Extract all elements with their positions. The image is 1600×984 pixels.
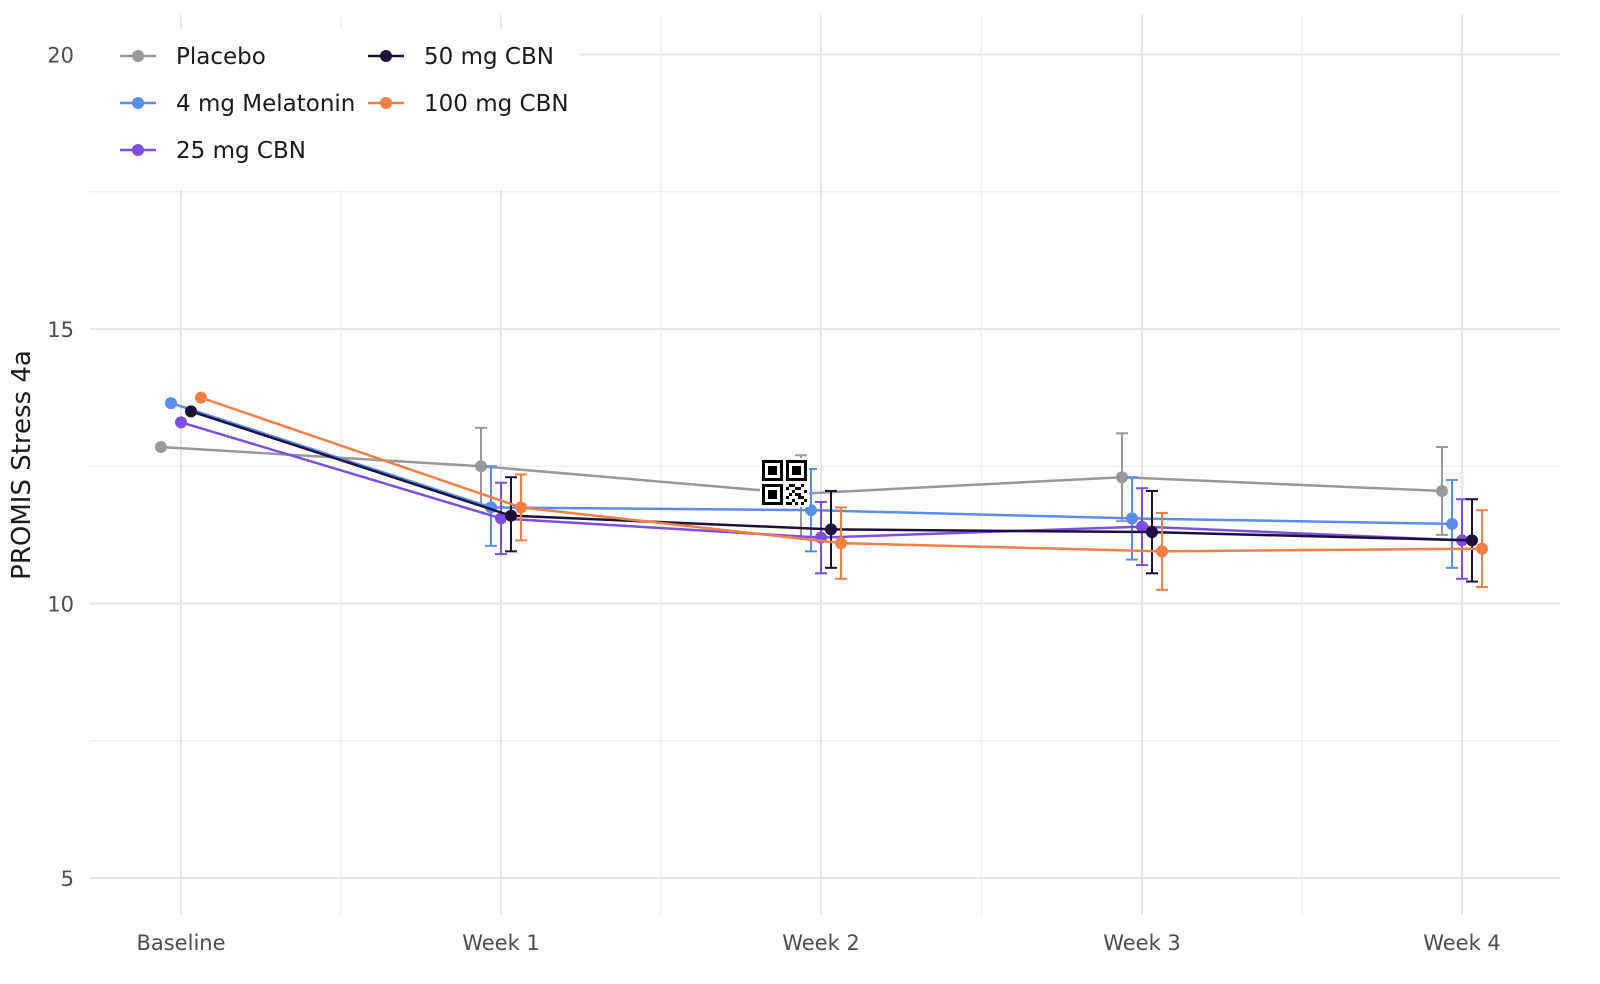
legend-label: Placebo — [176, 44, 266, 70]
legend-key-point — [132, 97, 144, 109]
legend-item: 50 mg CBN — [368, 44, 554, 70]
y-tick-label: 5 — [61, 867, 74, 891]
data-point — [195, 391, 207, 404]
data-point — [155, 441, 167, 454]
qr-finder-center — [768, 466, 777, 475]
qr-module — [795, 502, 798, 505]
qr-finder-center — [768, 490, 777, 499]
y-tick-label: 15 — [47, 318, 74, 342]
legend-item: 25 mg CBN — [120, 138, 306, 164]
qr-module — [801, 502, 804, 505]
legend-key-point — [380, 50, 392, 62]
qr-module — [795, 487, 798, 490]
qr-module — [792, 499, 795, 502]
legend-item: 100 mg CBN — [368, 91, 569, 117]
data-point — [825, 523, 837, 536]
qr-module — [804, 490, 807, 493]
qr-module — [795, 493, 798, 496]
data-point — [475, 460, 487, 473]
qr-module — [792, 490, 795, 493]
qr-module — [792, 484, 795, 487]
x-tick-label: Week 4 — [1423, 931, 1501, 955]
qr-module — [789, 484, 792, 487]
legend-background — [88, 28, 580, 190]
grid — [90, 15, 1560, 915]
qr-module — [798, 496, 801, 499]
legend-item: Placebo — [120, 44, 266, 70]
y-tick-label: 10 — [47, 593, 74, 617]
legend-key-point — [132, 144, 144, 156]
legend-key-point — [380, 97, 392, 109]
data-point — [175, 416, 187, 429]
data-point — [1146, 526, 1158, 539]
y-tick-label: 20 — [47, 44, 74, 68]
data-point — [835, 537, 847, 550]
data-point — [1156, 545, 1168, 558]
data-point — [1446, 517, 1458, 530]
legend-item: 4 mg Melatonin — [120, 91, 355, 117]
qr-module — [786, 496, 789, 499]
x-tick-label: Week 3 — [1103, 931, 1181, 955]
data-point — [515, 501, 527, 514]
qr-module — [798, 493, 801, 496]
legend-label: 4 mg Melatonin — [176, 91, 355, 117]
axes: 5 10 15 20 Baseline Week 1 Week 2 Week 3 Week 4 — [47, 44, 1501, 956]
qr-code-icon — [760, 458, 809, 507]
data-point — [505, 509, 517, 522]
data-point — [165, 397, 177, 410]
data-point — [1116, 471, 1128, 484]
data-point — [1476, 542, 1488, 555]
x-tick-label: Week 2 — [782, 931, 860, 955]
legend-label: 50 mg CBN — [424, 44, 554, 70]
series-100-mg-cbn — [195, 391, 1488, 591]
data-point — [1136, 520, 1148, 533]
qr-module — [789, 502, 792, 505]
legend: Placebo 4 mg Melatonin 25 mg CBN 50 mg CBN 1… — [88, 28, 580, 190]
legend-label: 100 mg CBN — [424, 91, 569, 117]
series-50-mg-cbn — [185, 405, 1478, 583]
data-point — [495, 512, 507, 525]
data-point — [805, 504, 817, 517]
qr-module — [786, 487, 789, 490]
qr-module — [804, 499, 807, 502]
qr-finder-center — [792, 466, 801, 475]
qr-module — [801, 496, 804, 499]
y-axis-title: PROMIS Stress 4a — [7, 350, 37, 580]
qr-module — [801, 484, 804, 487]
qr-module — [789, 493, 792, 496]
data-point — [1126, 512, 1138, 525]
legend-key-point — [132, 50, 144, 62]
data-point — [1436, 484, 1448, 497]
legend-label: 25 mg CBN — [176, 138, 306, 164]
data-point — [1466, 534, 1478, 547]
qr-module — [798, 487, 801, 490]
series-layer — [155, 391, 1488, 591]
data-point — [185, 405, 197, 418]
x-tick-label: Baseline — [136, 931, 225, 955]
x-tick-label: Week 1 — [462, 931, 540, 955]
qr-module — [786, 502, 789, 505]
